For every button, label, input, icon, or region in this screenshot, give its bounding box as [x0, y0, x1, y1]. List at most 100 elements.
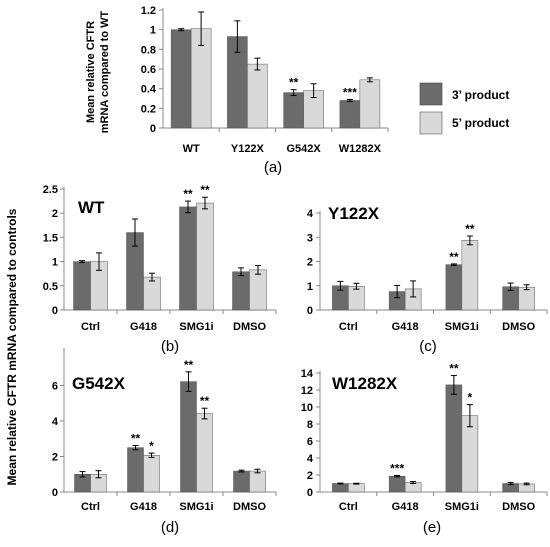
bar-5prime	[247, 63, 268, 129]
y-axis-label-line: mRNA compared to WT	[99, 11, 111, 134]
panel-label: (a)	[264, 159, 282, 176]
legend-label-3prime: 3’ product	[452, 88, 509, 102]
x-tick-label: DMSO	[502, 321, 535, 333]
panel-label: (b)	[161, 338, 179, 355]
significance-label: **	[200, 183, 210, 197]
x-tick-label: DMSO	[233, 321, 266, 333]
y-tick-label: 0	[52, 487, 58, 499]
significance-label: **	[131, 431, 141, 445]
y-tick-label: 12	[301, 385, 313, 397]
bar-3prime	[283, 92, 304, 129]
bar-5prime	[359, 79, 381, 129]
x-tick-label: G418	[392, 501, 419, 513]
panel-label: (d)	[161, 519, 179, 536]
x-tick-label: Ctrl	[339, 321, 358, 333]
bar-3prime	[233, 470, 250, 493]
y-tick-label: 8	[307, 419, 313, 431]
bar-5prime	[196, 202, 214, 311]
x-tick-label: Ctrl	[339, 501, 358, 513]
x-tick-label: Ctrl	[81, 501, 100, 513]
panel-label: (c)	[419, 338, 437, 355]
bar-5prime	[461, 240, 479, 311]
y-tick-label: 2	[307, 470, 313, 482]
significance-label: *	[468, 391, 473, 405]
y-tick-label: 6	[52, 381, 58, 393]
bar-5prime	[196, 413, 213, 493]
y-tick-label: 0.4	[141, 84, 157, 96]
x-tick-label: Y122X	[231, 143, 265, 155]
legend-swatch-5prime	[419, 111, 443, 135]
bar-3prime	[388, 475, 406, 493]
y-tick-label: 0	[150, 123, 156, 135]
significance-label: **	[184, 358, 194, 372]
x-tick-label: DMSO	[233, 501, 266, 513]
bar-3prime	[170, 29, 192, 129]
y-tick-label: 0.5	[43, 281, 58, 293]
y-tick-label: 1	[150, 25, 156, 37]
x-tick-label: G418	[130, 321, 157, 333]
bar-5prime	[143, 455, 160, 493]
bar-3prime	[339, 100, 361, 129]
y-tick-label: 4	[307, 453, 314, 465]
panel-b-chart: 0 0.5 1 1.5 2 2.5 Ctrl G418 SMG1i ** ** DMSO WT (b)	[43, 183, 277, 355]
bar-3prime	[232, 271, 250, 311]
x-tick-label: SMG1i	[179, 321, 213, 333]
y-tick-label: 0.8	[141, 44, 156, 56]
panel-a-chart: 0 0.2 0.4 0.6 0.8 1 1.2 WT Y122X G542X ** W1282X ***…	[85, 5, 389, 176]
x-tick-label: WT	[183, 143, 200, 155]
x-tick-label: SMG1i	[445, 501, 479, 513]
x-tick-label: SMG1i	[445, 321, 479, 333]
significance-label: **	[289, 76, 299, 90]
bar-5prime	[249, 269, 267, 311]
y-tick-label: 2	[52, 452, 58, 464]
significance-label: **	[200, 394, 210, 408]
significance-label: *	[149, 439, 154, 453]
bar-3prime	[73, 261, 91, 311]
panel-label: (e)	[423, 519, 441, 536]
y-tick-label: 0	[307, 305, 313, 317]
panel-c-chart: 0 1 2 3 4 Ctrl G418 SMG1i ** ** DMSO Y122X (c)	[307, 204, 548, 355]
panel-title: W1282X	[332, 374, 398, 393]
y-tick-label: 1	[52, 257, 58, 269]
bar-3prime	[445, 264, 463, 311]
x-tick-label: G418	[130, 501, 157, 513]
y-tick-label: 4	[307, 208, 314, 220]
y-tick-label: 14	[301, 368, 314, 380]
y-tick-label: 2	[307, 257, 313, 269]
y-tick-label: 4	[52, 416, 59, 428]
bar-3prime	[180, 381, 197, 493]
y-tick-label: 0.6	[141, 64, 156, 76]
y-tick-label: 3	[307, 232, 313, 244]
y-tick-label: 10	[301, 402, 313, 414]
bar-5prime	[518, 286, 535, 311]
significance-label: ***	[343, 85, 357, 99]
y-tick-label: 1	[307, 281, 313, 293]
significance-label: ***	[390, 462, 404, 476]
x-tick-label: Ctrl	[81, 321, 100, 333]
bar-5prime	[249, 470, 266, 493]
y-tick-label: 0.2	[141, 103, 156, 115]
y-tick-label: 0	[307, 487, 313, 499]
panel-title: G542X	[72, 374, 126, 393]
significance-label: **	[449, 250, 459, 264]
significance-label: **	[465, 222, 475, 236]
x-tick-label: G418	[392, 321, 419, 333]
legend: 3’ product 5’ product	[419, 82, 509, 135]
legend-label-5prime: 5’ product	[452, 116, 509, 130]
bar-5prime	[348, 285, 365, 311]
bar-3prime	[127, 447, 144, 493]
y-axis-label-line: Mean relative CFTR	[85, 21, 97, 123]
x-tick-label: SMG1i	[179, 501, 213, 513]
x-tick-label: G542X	[287, 143, 322, 155]
shared-y-axis-label: Mean relative CFTR mRNA compared to cont…	[5, 208, 19, 485]
bar-5prime	[143, 276, 161, 311]
panel-title: WT	[78, 198, 105, 217]
y-tick-label: 6	[307, 436, 313, 448]
y-tick-label: 2.5	[43, 184, 58, 196]
legend-swatch-3prime	[419, 82, 443, 106]
x-tick-label: W1282X	[339, 143, 382, 155]
bar-3prime	[179, 206, 197, 311]
